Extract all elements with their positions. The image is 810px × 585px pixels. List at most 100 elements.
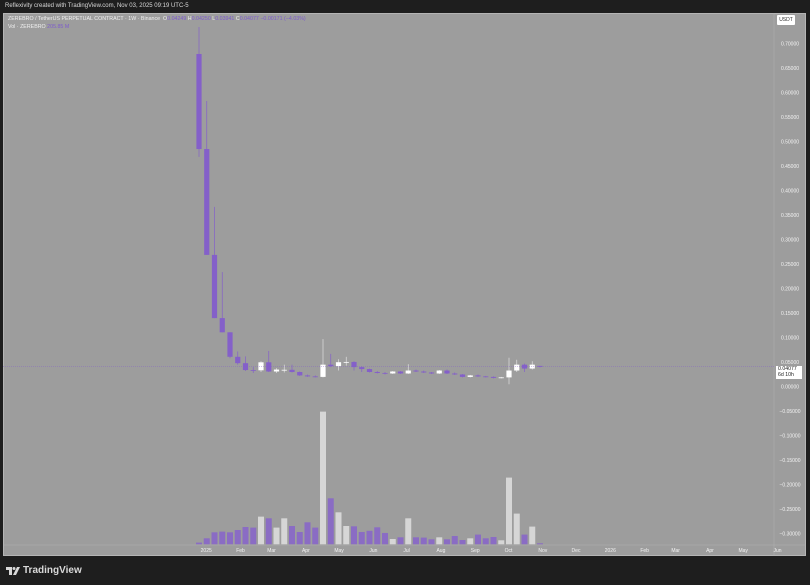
volume-bar: [405, 518, 412, 545]
volume-bar: [389, 539, 396, 545]
legend-volume-label[interactable]: Vol · ZEREBRO: [8, 24, 46, 30]
candle-body: [483, 376, 489, 378]
volume-bar: [211, 532, 218, 545]
candle: [304, 374, 311, 377]
legend-close-label: C: [235, 16, 240, 22]
candle-body: [514, 364, 520, 371]
candle: [250, 367, 256, 373]
candle-body: [273, 369, 280, 372]
time-tick-label: Jun: [369, 548, 377, 554]
time-tick-label: Feb: [236, 548, 245, 554]
candle-body: [421, 371, 427, 373]
legend-high: 0.04250: [191, 16, 211, 22]
candle-body: [196, 53, 202, 150]
volume-bar: [521, 534, 528, 545]
legend-low-label: L: [212, 16, 216, 22]
candle: [506, 357, 512, 385]
candle-body: [452, 373, 458, 375]
time-tick-label: Dec: [572, 548, 581, 554]
candle: [235, 351, 241, 365]
time-tick-label: Apr: [302, 548, 310, 554]
volume-bar: [428, 539, 435, 545]
time-tick-label: Mar: [671, 548, 680, 554]
price-tick-label: 0.30000: [781, 237, 799, 243]
candle-body: [475, 375, 481, 377]
candle-body: [359, 367, 365, 370]
candle-body: [397, 371, 404, 374]
chart-panel[interactable]: [3, 13, 806, 556]
candle-body: [413, 370, 419, 372]
time-tick-label: Jul: [403, 548, 409, 554]
legend-ohlc-row: ZEREBRO / TetherUS PERPETUAL CONTRACT · …: [8, 15, 306, 23]
tradingview-logo[interactable]: TradingView: [6, 565, 82, 576]
bar-countdown: 6d 10h: [778, 371, 794, 378]
price-axis[interactable]: 0.70000 0.65000 0.60000 0.55000 0.50000 0.450…: [780, 41, 801, 537]
candle: [266, 350, 272, 372]
time-tick-label: Mar: [267, 548, 276, 554]
time-tick-label: May: [738, 548, 748, 554]
time-tick-label: Oct: [505, 548, 513, 554]
price-tick-label: 0.55000: [781, 115, 799, 121]
volume-bar: [320, 411, 326, 545]
time-tick-label: May: [334, 548, 344, 554]
last-price-tag: 0.04077 6d 10h: [776, 366, 802, 379]
price-tick-label: 0.40000: [781, 188, 799, 194]
candle-body: [304, 375, 311, 377]
time-axis[interactable]: 2025 Feb Mar Apr May Jun Jul Aug Sep Oct Nov Dec 202…: [201, 548, 782, 554]
currency-unit-button[interactable]: USDT: [777, 15, 795, 25]
candle-body: [459, 374, 466, 377]
legend-symbol[interactable]: ZEREBRO / TetherUS PERPETUAL CONTRACT · …: [8, 16, 161, 22]
candle-body: [382, 372, 388, 374]
legend-close: 0.04077: [239, 16, 259, 22]
candle-body: [405, 370, 411, 374]
candle-body: [529, 364, 535, 369]
price-tick-label: 0.45000: [781, 164, 799, 170]
volume-bar: [382, 532, 388, 545]
time-tick-label: 2025: [201, 548, 212, 554]
candle-body: [498, 377, 504, 379]
volume-bar: [335, 512, 342, 545]
volume-bar: [250, 527, 257, 545]
price-tick-label: −0.20000: [780, 482, 801, 488]
time-tick-label: Apr: [706, 548, 714, 554]
legend: ZEREBRO / TetherUS PERPETUAL CONTRACT · …: [8, 15, 306, 31]
volume-bar: [498, 540, 505, 545]
volume-bar: [289, 525, 295, 545]
price-tick-label: −0.15000: [780, 458, 801, 464]
price-tick-label: 0.25000: [781, 262, 799, 268]
price-tick-label: 0.20000: [781, 286, 799, 292]
candle-body: [219, 318, 225, 333]
price-tick-label: 0.60000: [781, 90, 799, 96]
volume-bar: [327, 498, 334, 545]
candle: [459, 373, 466, 378]
candle-body: [351, 361, 357, 368]
candle: [452, 372, 458, 375]
candle-body: [390, 371, 396, 374]
volume-bar: [219, 531, 226, 545]
price-tick-label: 0.35000: [781, 213, 799, 219]
candle-body: [467, 375, 473, 377]
candle: [405, 364, 411, 374]
volume-bar: [467, 538, 474, 545]
volume-bar: [413, 537, 419, 545]
volume-bar: [265, 518, 272, 545]
volume-bar: [459, 540, 466, 545]
time-tick-label: Feb: [640, 548, 649, 554]
price-tick-label: 0.10000: [781, 335, 799, 341]
volume-bar: [537, 543, 543, 545]
price-tick-label: 0.00000: [781, 384, 799, 390]
candle-body: [444, 370, 450, 374]
candle-body: [211, 254, 218, 319]
volume-bar: [436, 537, 443, 545]
volume-bar: [420, 537, 427, 545]
volume-bar: [242, 527, 249, 545]
candle-body: [521, 364, 528, 369]
price-tick-label: −0.10000: [780, 433, 801, 439]
candle: [359, 366, 365, 372]
candle: [273, 368, 280, 373]
price-tick-label: 0.50000: [781, 139, 799, 145]
volume-bar: [196, 542, 202, 545]
time-tick-label: Sep: [471, 548, 480, 554]
volume-bar: [475, 534, 481, 545]
